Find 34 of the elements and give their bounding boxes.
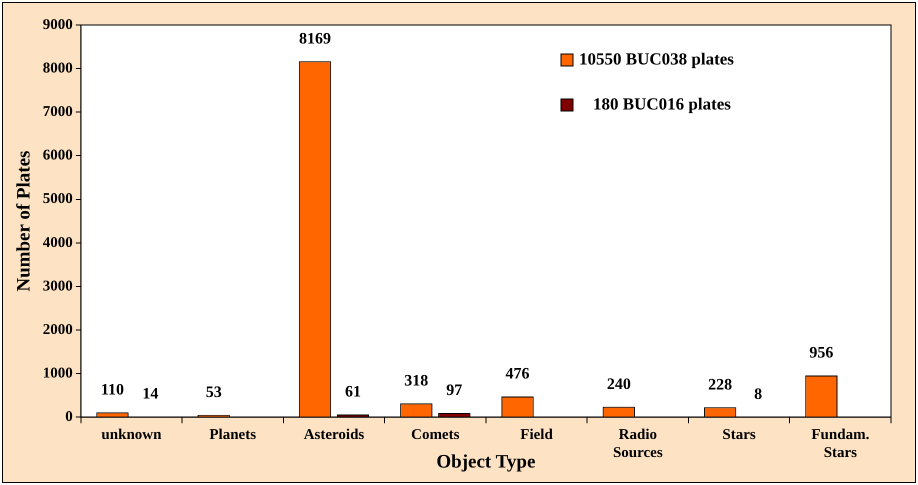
y-axis-title: Number of Plates xyxy=(13,150,34,292)
legend-label: 10550 BUC038 plates xyxy=(579,49,734,68)
y-tick-label: 0 xyxy=(65,409,73,426)
x-tick-label: Stars xyxy=(722,427,756,444)
x-tick-label: unknown xyxy=(101,427,162,444)
data-label: 61 xyxy=(344,384,361,401)
data-label: 8169 xyxy=(299,30,331,48)
data-label: 240 xyxy=(606,376,631,393)
x-tick-label: Field xyxy=(520,427,554,444)
data-label: 318 xyxy=(404,372,428,390)
data-label: 8 xyxy=(754,386,762,403)
x-tick-label: Asteroids xyxy=(304,427,364,444)
x-tick-label: Fundam. Stars xyxy=(811,427,870,462)
x-tick-label: Planets xyxy=(209,427,256,444)
data-label: 956 xyxy=(809,344,834,362)
y-tick-label: 6000 xyxy=(42,148,73,164)
y-tick-label: 8000 xyxy=(42,60,73,76)
y-tick-label: 9000 xyxy=(42,16,73,33)
y-tick-label: 2000 xyxy=(42,322,73,338)
y-tick-label: 5000 xyxy=(42,191,73,208)
x-tick-label: Radio Sources xyxy=(612,427,663,462)
data-label: 476 xyxy=(506,366,530,383)
legend-label: 180 BUC016 plates xyxy=(593,94,732,114)
y-tick-label: 4000 xyxy=(42,234,73,251)
y-tick-label: 3000 xyxy=(42,278,73,294)
data-label: 97 xyxy=(446,382,462,400)
data-label: 53 xyxy=(206,384,222,402)
data-label: 14 xyxy=(142,386,158,403)
x-tick-label: Comets xyxy=(411,427,460,444)
x-axis-title: Object Type xyxy=(436,452,536,473)
data-label: 110 xyxy=(100,382,124,399)
data-label: 228 xyxy=(708,376,732,394)
y-tick-label: 7000 xyxy=(42,104,73,120)
y-tick-label: 1000 xyxy=(42,365,73,382)
